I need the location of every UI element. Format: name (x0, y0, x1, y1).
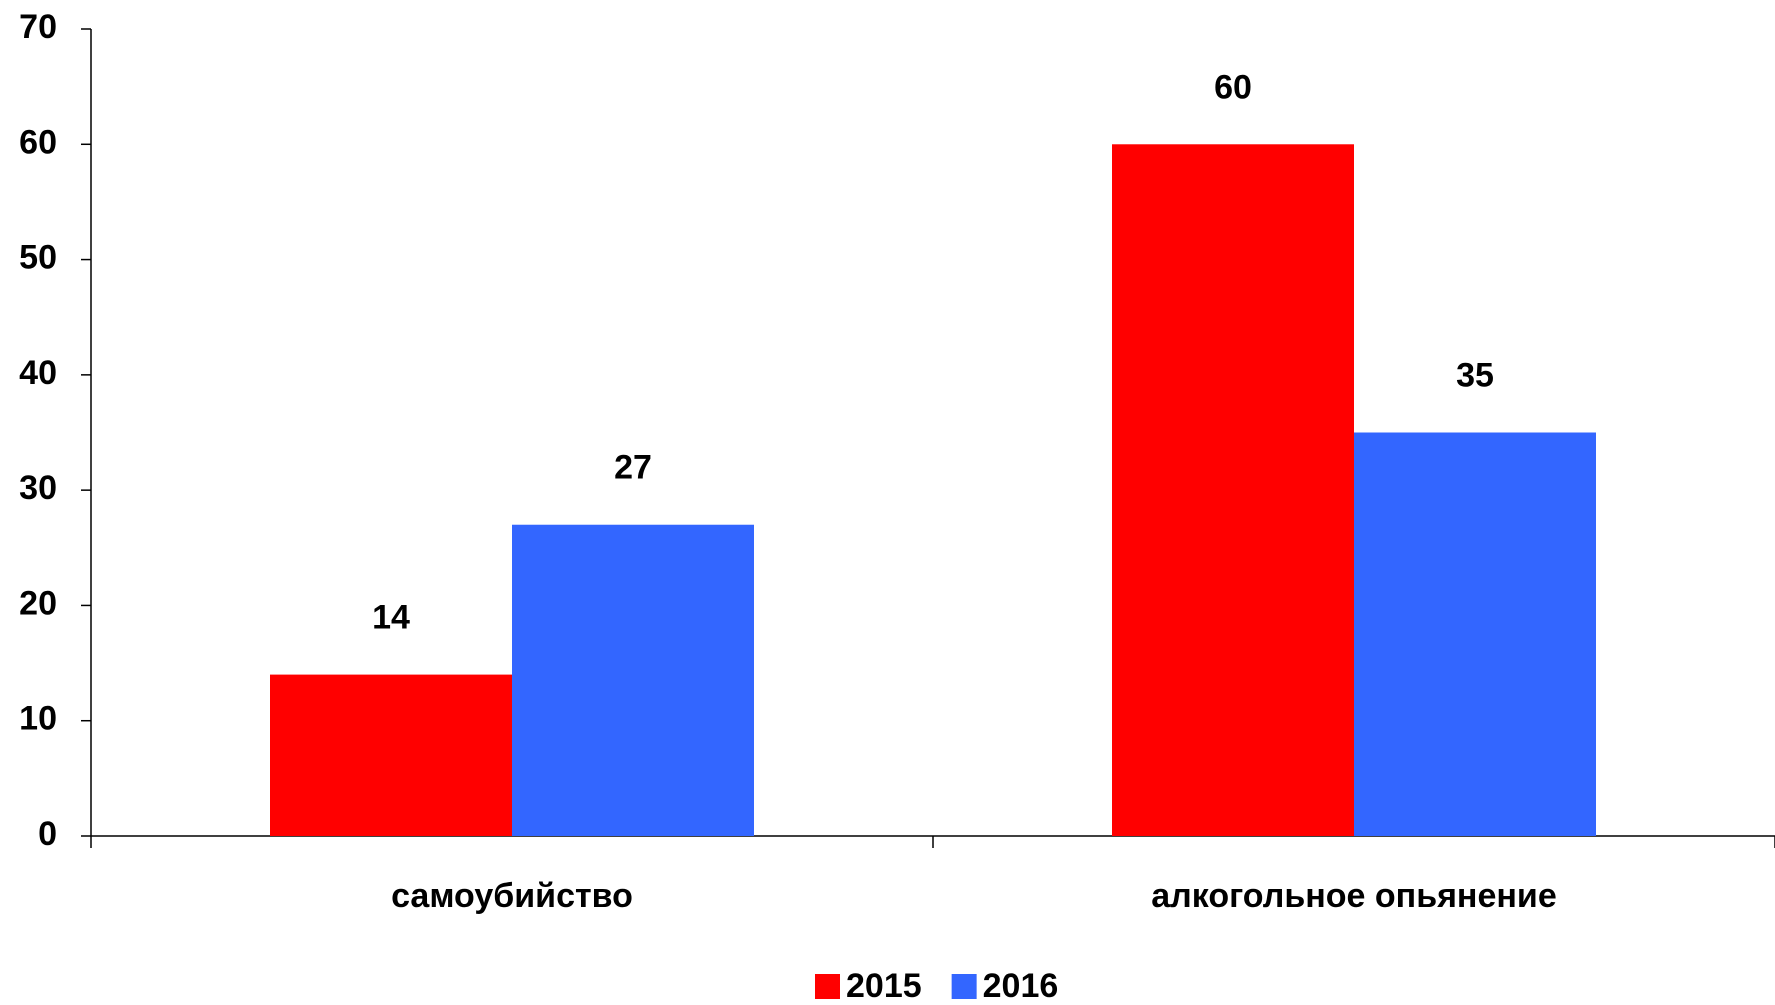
y-tick-label: 60 (19, 123, 57, 161)
data-label: 35 (1456, 356, 1494, 394)
legend-swatch (815, 974, 840, 999)
y-tick-label: 30 (19, 469, 57, 507)
x-tick-label: алкогольное опьянение (1151, 877, 1556, 915)
bar (1354, 432, 1596, 836)
y-tick-label: 20 (19, 584, 57, 622)
data-label: 60 (1214, 68, 1252, 106)
bar (512, 524, 754, 836)
data-label: 14 (372, 599, 410, 637)
legend-label: 2015 (846, 967, 922, 1005)
x-tick-label: самоубийство (391, 877, 633, 915)
bar (1112, 144, 1354, 837)
legend-label: 2016 (983, 967, 1059, 1005)
y-tick-label: 10 (19, 700, 57, 738)
y-tick-label: 70 (19, 8, 57, 46)
y-tick-label: 40 (19, 354, 57, 392)
y-tick-label: 0 (38, 815, 57, 853)
data-label: 27 (614, 449, 652, 487)
legend-swatch (951, 974, 977, 999)
y-tick-label: 50 (19, 239, 57, 277)
bar (270, 674, 512, 836)
